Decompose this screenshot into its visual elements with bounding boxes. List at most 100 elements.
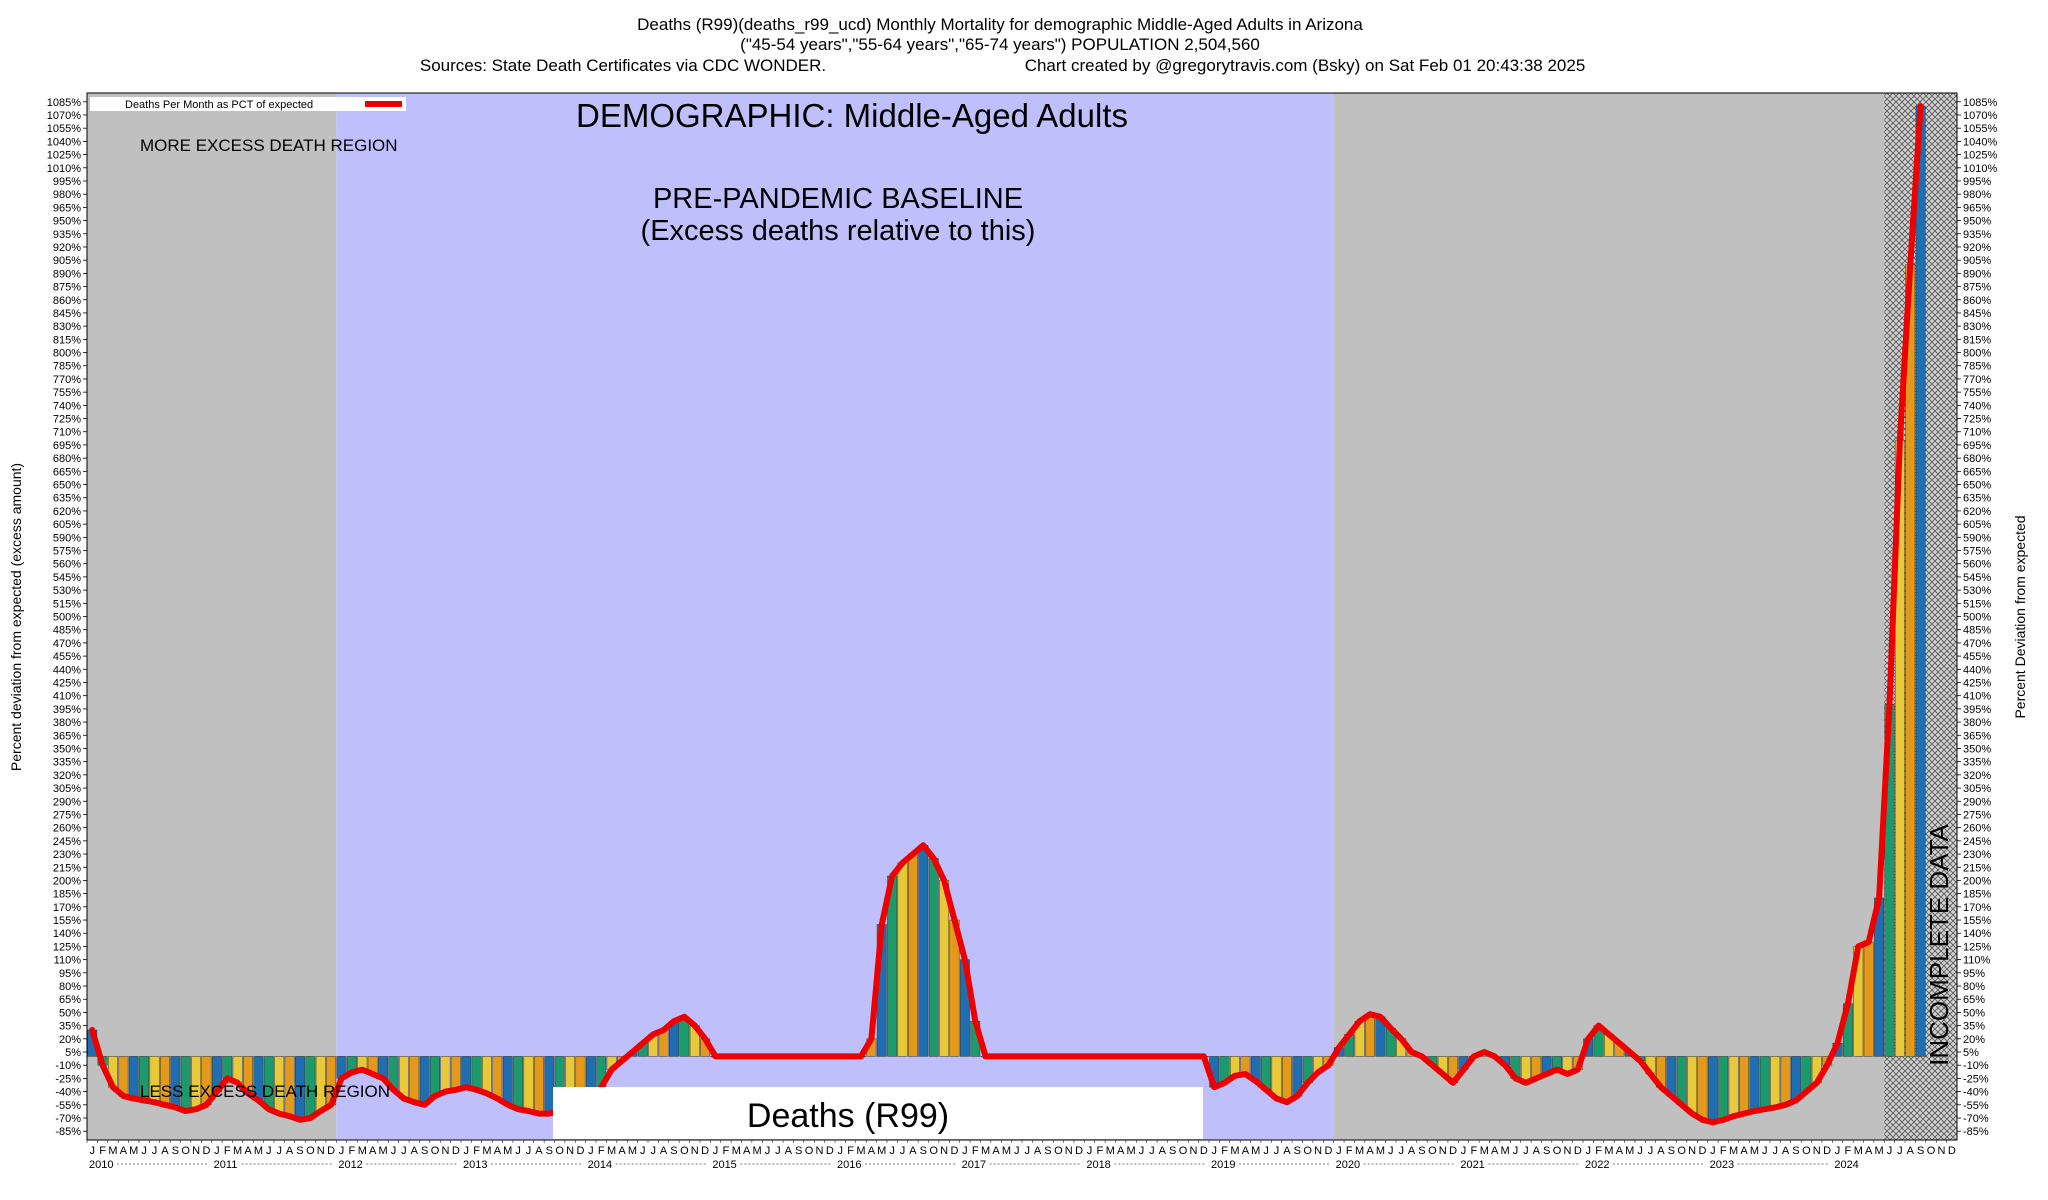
x-month-label: M [877, 1145, 886, 1157]
y-tick-label-right: 650% [1963, 480, 1991, 492]
y-tick-label-left: 245% [53, 836, 81, 848]
y-tick-label-left: -25% [55, 1073, 81, 1085]
x-month-label: J [1710, 1145, 1716, 1157]
x-month-label: J [526, 1145, 532, 1157]
y-tick-label-right: 5% [1963, 1047, 1979, 1059]
x-year-label-2019: 2019 [1211, 1159, 1235, 1171]
y-tick-label-left: 50% [59, 1007, 81, 1019]
y-tick-label-left: 185% [53, 889, 81, 901]
x-month-label: D [1324, 1145, 1332, 1157]
region-gray-early [87, 93, 337, 1140]
x-month-label: M [1355, 1145, 1364, 1157]
y-tick-label-left: 1025% [47, 150, 81, 162]
y-tick-label-left: 725% [53, 414, 81, 426]
x-month-label: M [1729, 1145, 1738, 1157]
x-month-label: F [1097, 1145, 1104, 1157]
x-month-label: J [650, 1145, 656, 1157]
x-month-label: A [1034, 1145, 1042, 1157]
y-tick-label-left: 335% [53, 757, 81, 769]
x-month-label: N [192, 1145, 200, 1157]
bar-month-40 [502, 1056, 513, 1106]
x-month-label: O [306, 1145, 315, 1157]
more-excess-region-label: MORE EXCESS DEATH REGION [140, 136, 398, 155]
pct-expected-line [89, 103, 1924, 1126]
x-month-label: A [1242, 1145, 1250, 1157]
y-tick-label-right: -25% [1963, 1073, 1989, 1085]
x-month-label: O [1927, 1145, 1936, 1157]
x-month-label: J [889, 1145, 895, 1157]
x-month-label: M [1002, 1145, 1011, 1157]
y-tick-label-right: 185% [1963, 889, 1991, 901]
x-month-label: O [555, 1145, 564, 1157]
y-tick-label-right: 140% [1963, 928, 1991, 940]
x-month-label: O [1303, 1145, 1312, 1157]
x-month-label: J [640, 1145, 646, 1157]
y-tick-label-right: 380% [1963, 717, 1991, 729]
x-month-label: M [1376, 1145, 1385, 1157]
y-tick-label-left: 575% [53, 546, 81, 558]
y-tick-label-right: 560% [1963, 559, 1991, 571]
y-tick-label-left: 1085% [47, 97, 81, 109]
x-month-label: J [765, 1145, 771, 1157]
x-year-label-2010: 2010 [89, 1159, 113, 1171]
x-month-label: M [1106, 1145, 1115, 1157]
bar-month-162 [1770, 1056, 1781, 1108]
bar-month-160 [1749, 1056, 1760, 1112]
y-tick-label-left: 515% [53, 598, 81, 610]
x-month-label: A [1408, 1145, 1416, 1157]
x-month-label: S [421, 1145, 428, 1157]
y-tick-label-left: 965% [53, 202, 81, 214]
x-month-label: S [1044, 1145, 1051, 1157]
y-tick-label-left: 920% [53, 242, 81, 254]
bar-month-155 [1697, 1056, 1708, 1121]
y-tick-label-left: 935% [53, 229, 81, 241]
x-month-label: F [224, 1145, 231, 1157]
demographic-label: DEMOGRAPHIC: Middle-Aged Adults [576, 97, 1128, 134]
x-month-label: D [327, 1145, 335, 1157]
y-tick-label-left: 980% [53, 189, 81, 201]
x-month-label: A [1117, 1145, 1125, 1157]
x-month-label: A [1657, 1145, 1665, 1157]
bar-month-44 [544, 1056, 555, 1114]
y-tick-label-right: 125% [1963, 941, 1991, 953]
y-tick-label-left: 995% [53, 176, 81, 188]
y-tick-label-left: 890% [53, 268, 81, 280]
bar-month-34 [440, 1056, 451, 1092]
x-month-label: F [847, 1145, 854, 1157]
y-tick-label-right: 1085% [1963, 97, 1997, 109]
x-month-label: J [339, 1145, 345, 1157]
y-tick-label-right: 215% [1963, 862, 1991, 874]
x-month-label: A [535, 1145, 543, 1157]
x-month-label: J [1149, 1145, 1155, 1157]
y-tick-label-left: 230% [53, 849, 81, 861]
x-month-label: O [1179, 1145, 1188, 1157]
y-tick-label-left: 680% [53, 453, 81, 465]
x-month-label: J [900, 1145, 906, 1157]
y-tick-label-right: 470% [1963, 638, 1991, 650]
x-month-label: N [566, 1145, 574, 1157]
x-month-label: N [1065, 1145, 1073, 1157]
y-tick-label-left: 125% [53, 941, 81, 953]
y-tick-label-right: 935% [1963, 229, 1991, 241]
y-tick-label-right: 290% [1963, 796, 1991, 808]
y-tick-label-left: -10% [55, 1060, 81, 1072]
x-month-label: M [358, 1145, 367, 1157]
y-tick-label-right: 395% [1963, 704, 1991, 716]
x-month-label: M [1230, 1145, 1239, 1157]
x-month-label: M [732, 1145, 741, 1157]
x-month-label: J [1274, 1145, 1280, 1157]
bar-month-78 [897, 862, 908, 1057]
y-tick-label-left: 650% [53, 480, 81, 492]
y-tick-label-left: 710% [53, 427, 81, 439]
y-tick-label-left: 5% [65, 1047, 81, 1059]
x-month-label: A [1740, 1145, 1748, 1157]
y-tick-label-right: 455% [1963, 651, 1991, 663]
x-month-label: A [1907, 1145, 1915, 1157]
y-tick-label-left: 305% [53, 783, 81, 795]
x-month-label: S [1792, 1145, 1799, 1157]
y-axis-label-left: Percent deviation from expected (excess … [8, 463, 24, 771]
chart-title-line-3: Sources: State Death Certificates via CD… [420, 56, 826, 75]
x-month-label: J [1024, 1145, 1030, 1157]
y-tick-label-left: -85% [55, 1126, 81, 1138]
y-tick-label-right: 860% [1963, 295, 1991, 307]
